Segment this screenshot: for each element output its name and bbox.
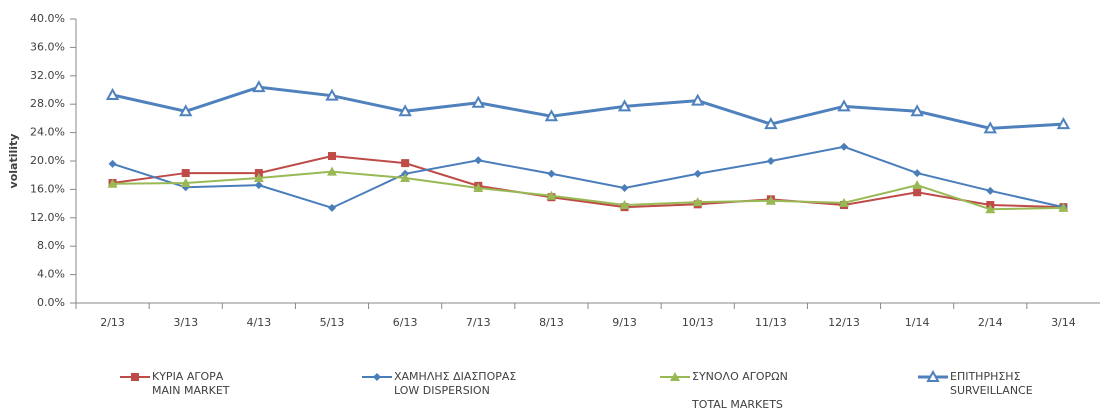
marker: [546, 190, 557, 200]
marker: [108, 159, 117, 168]
legend-label: ΣΥΝΟΛΟ ΑΓΟΡΩΝ TOTAL MARKETS: [692, 370, 788, 411]
marker: [471, 95, 485, 108]
x-tick-label: 8/13: [539, 316, 564, 329]
legend-label: ΧΑΜΗΛΗΣ ΔΙΑΣΠΟΡΑΣ LOW DISPERSION: [394, 370, 517, 397]
legend-item: ΕΠΙΤΗΡΗΣΗΣ SURVEILLANCE: [918, 370, 1033, 398]
series-line: [112, 85, 1064, 130]
x-tick-label: 11/13: [755, 316, 787, 329]
marker: [840, 142, 848, 151]
x-tick-label: 3/13: [173, 316, 198, 329]
legend-icon: [362, 373, 392, 381]
legend-item: ΚΥΡΙΑ ΑΓΟΡΑ MAIN MARKET: [120, 370, 230, 398]
marker: [179, 104, 193, 117]
legend-label: ΚΥΡΙΑ ΑΓΟΡΑ MAIN MARKET: [152, 370, 230, 397]
y-tick-label: 12.0%: [30, 211, 65, 224]
x-tick-label: 2/13: [100, 316, 125, 329]
marker: [325, 88, 339, 101]
series-line: [112, 145, 1064, 209]
x-tick-label: 10/13: [682, 316, 714, 329]
marker: [328, 152, 336, 161]
marker: [983, 121, 997, 134]
y-tick-label: 28.0%: [30, 97, 65, 110]
marker: [764, 117, 778, 130]
x-tick-label: 6/13: [393, 316, 418, 329]
x-tick-label: 9/13: [612, 316, 637, 329]
marker: [670, 372, 680, 381]
marker: [254, 181, 263, 190]
marker: [252, 80, 266, 93]
y-tick-label: 20.0%: [30, 154, 65, 167]
marker: [985, 204, 996, 214]
marker: [474, 156, 483, 165]
legend-icon: [918, 370, 948, 382]
marker: [912, 180, 923, 190]
marker: [1058, 202, 1069, 212]
marker: [328, 203, 336, 212]
series-line: [112, 155, 1064, 209]
marker: [547, 169, 556, 178]
x-tick-label: 2/14: [978, 316, 1003, 329]
marker: [839, 197, 849, 207]
legend-icon: [660, 372, 690, 381]
marker: [617, 99, 632, 112]
x-tick-label: 7/13: [466, 316, 491, 329]
y-tick-label: 36.0%: [30, 40, 65, 53]
marker: [181, 169, 190, 178]
marker: [105, 87, 120, 100]
marker: [910, 104, 924, 117]
marker: [373, 373, 381, 381]
legend-item: ΧΑΜΗΛΗΣ ΔΙΑΣΠΟΡΑΣ LOW DISPERSION: [362, 370, 516, 398]
marker: [692, 197, 703, 207]
legend-icon: [120, 373, 150, 381]
marker: [926, 370, 940, 382]
marker: [473, 182, 484, 192]
marker: [693, 169, 702, 178]
marker: [253, 173, 264, 183]
x-tick-label: 3/14: [1051, 316, 1076, 329]
x-tick-label: 12/13: [828, 316, 860, 329]
marker: [398, 104, 412, 117]
x-tick-label: 4/13: [247, 316, 272, 329]
marker: [401, 159, 410, 168]
marker: [327, 166, 337, 176]
y-tick-label: 0.0%: [37, 296, 65, 309]
marker: [544, 109, 559, 122]
legend-label: ΕΠΙΤΗΡΗΣΗΣ SURVEILLANCE: [950, 370, 1033, 397]
marker: [107, 178, 118, 188]
marker: [913, 169, 922, 178]
chart: volatility 0.0% 4.0% 8.0% 12.0% 16.0% 20.0% 24…: [7, 12, 1100, 329]
marker: [986, 186, 995, 195]
y-tick-label: 16.0%: [30, 182, 65, 195]
marker: [619, 200, 630, 210]
marker: [691, 93, 705, 106]
marker: [620, 183, 629, 192]
marker: [400, 173, 411, 183]
marker: [913, 188, 922, 197]
y-tick-label: 24.0%: [30, 126, 65, 139]
marker: [1056, 117, 1071, 130]
x-tick-label: 1/14: [905, 316, 930, 329]
marker: [837, 99, 851, 112]
y-tick-label: 40.0%: [30, 12, 65, 25]
marker: [766, 157, 775, 165]
marker: [765, 195, 776, 205]
series-line: [112, 170, 1064, 211]
marker: [180, 178, 191, 188]
y-axis-label: volatility: [7, 134, 20, 189]
y-tick-label: 4.0%: [37, 268, 65, 281]
y-tick-label: 32.0%: [30, 69, 65, 82]
y-tick-label: 8.0%: [37, 239, 65, 252]
legend-item: ΣΥΝΟΛΟ ΑΓΟΡΩΝ TOTAL MARKETS: [660, 370, 788, 412]
marker: [131, 373, 139, 381]
x-tick-label: 5/13: [320, 316, 345, 329]
